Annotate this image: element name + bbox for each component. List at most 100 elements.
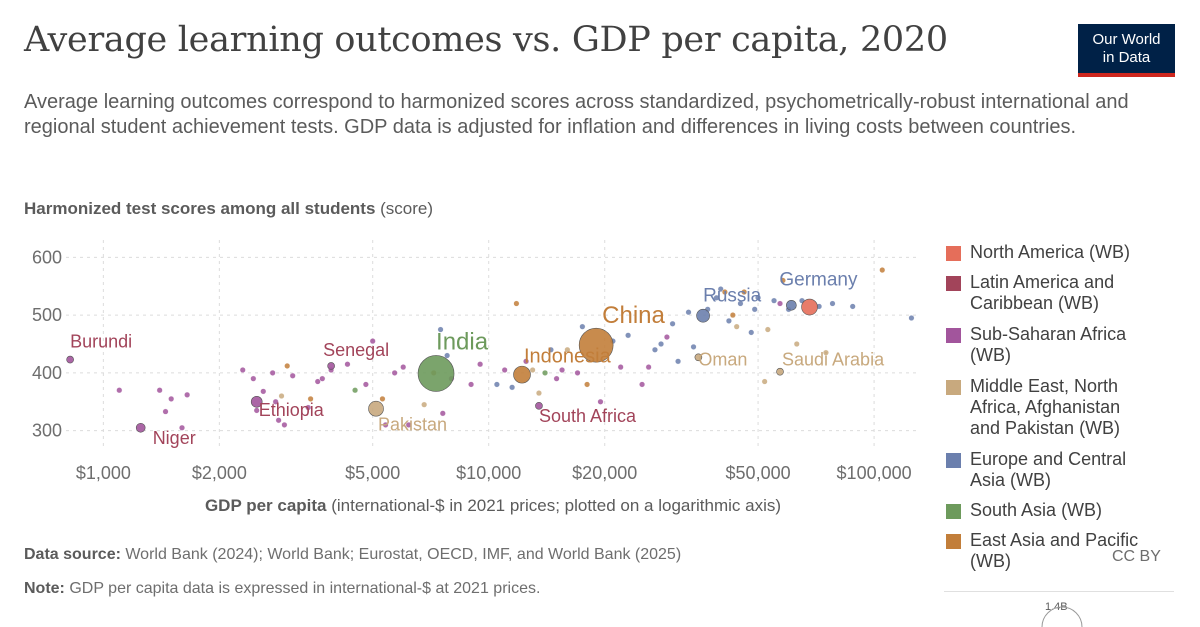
data-point-labeled [786, 299, 797, 311]
x-axis-label-unit: (international-$ in 2021 prices; plotted… [326, 496, 782, 515]
data-point [685, 309, 692, 316]
data-point [822, 349, 829, 356]
point-label: Germany [779, 269, 858, 290]
data-point [651, 346, 658, 353]
y-tick-label: 300 [32, 421, 62, 441]
data-point-labeled [535, 402, 543, 410]
data-point [284, 362, 291, 369]
x-tick-label: $5,000 [345, 463, 400, 483]
data-point [755, 294, 762, 301]
data-point [535, 390, 542, 397]
y-axis-label-bold: Harmonized test scores among all student… [24, 199, 376, 218]
x-tick-label: $1,000 [76, 463, 131, 483]
data-point [275, 417, 282, 424]
data-point [250, 375, 257, 382]
data-point [779, 277, 786, 284]
legend-swatch [946, 380, 961, 395]
y-tick-label: 600 [32, 247, 62, 267]
data-point [663, 334, 670, 341]
data-point [908, 315, 915, 322]
data-point [523, 358, 530, 365]
point-label: India [436, 328, 489, 355]
data-point [564, 346, 571, 353]
data-point [382, 421, 389, 428]
legend-label: Sub-Saharan Africa (WB) [970, 324, 1127, 365]
data-point [574, 369, 581, 376]
axis-ticks: 300 400 500 600 $1,000 $2,000 $5,000 $10,000 $20… [32, 247, 912, 483]
grid-lines [66, 240, 918, 448]
point-label: Senegal [323, 340, 389, 360]
legend-label: East Asia and Pacific (WB) [970, 530, 1139, 571]
data-point [733, 323, 740, 330]
data-point [305, 404, 312, 411]
data-point [542, 369, 549, 376]
point-label: Ethiopia [259, 400, 325, 420]
x-tick-label: $50,000 [726, 463, 791, 483]
x-axis-label: GDP per capita (international-$ in 2021 … [0, 496, 986, 516]
data-point [879, 267, 886, 274]
data-points[interactable] [116, 267, 915, 431]
data-point [369, 338, 376, 345]
note-label: Note: [24, 580, 65, 597]
data-point [468, 381, 475, 388]
data-point [281, 421, 288, 428]
legend-swatch [946, 328, 961, 343]
legend-swatch [946, 534, 961, 549]
data-point [748, 329, 755, 336]
legend-swatch [946, 504, 961, 519]
data-point-labeled [513, 365, 531, 384]
data-point [260, 388, 267, 395]
data-point [658, 341, 665, 348]
data-point [421, 401, 428, 408]
x-tick-label: $20,000 [572, 463, 637, 483]
data-point [764, 326, 771, 333]
data-point [559, 367, 566, 374]
data-source-label: Data source: [24, 546, 121, 563]
x-tick-label: $2,000 [192, 463, 247, 483]
legend-swatch [946, 276, 961, 291]
data-point [729, 312, 736, 319]
legend-label: Latin America and Caribbean (WB) [970, 272, 1115, 313]
chart-title: Average learning outcomes vs. GDP per ca… [24, 20, 948, 60]
owid-logo[interactable]: Our World in Data [1078, 24, 1175, 77]
data-point [751, 306, 758, 313]
data-point-labeled [66, 355, 74, 364]
data-point [761, 378, 768, 385]
legend-swatch [946, 453, 961, 468]
data-point [379, 395, 386, 402]
y-tick-label: 400 [32, 363, 62, 383]
data-point [179, 424, 186, 431]
license-link[interactable]: CC BY [1112, 548, 1161, 565]
data-point [156, 387, 163, 394]
data-point [307, 395, 314, 402]
data-point [319, 375, 326, 382]
legend-label: North America (WB) [970, 242, 1131, 262]
y-tick-label: 500 [32, 305, 62, 325]
data-point [741, 289, 748, 296]
data-point-labeled [694, 353, 703, 362]
data-point [713, 294, 720, 301]
data-point [777, 300, 784, 307]
data-point-labeled [417, 355, 455, 392]
data-point [352, 387, 359, 394]
data-point [272, 398, 279, 405]
legend-swatch [946, 246, 961, 261]
data-point-labeled [250, 395, 263, 408]
point-label: Oman [698, 349, 747, 369]
labeled-data-points[interactable] [66, 298, 818, 433]
data-point [405, 421, 412, 428]
data-point [639, 381, 646, 388]
note-text: GDP per capita data is expressed in inte… [64, 580, 541, 597]
point-label: Indonesia [524, 346, 612, 368]
x-axis-label-bold: GDP per capita [204, 496, 327, 515]
data-point [771, 297, 778, 304]
data-point [579, 323, 586, 330]
data-point [509, 384, 516, 391]
point-label: South Africa [539, 406, 637, 426]
point-label: Burundi [70, 332, 132, 352]
logo-accent-bar [1078, 73, 1175, 77]
data-point [675, 358, 682, 365]
data-point [168, 395, 175, 402]
chart-note: Note: GDP per capita data is expressed i… [24, 580, 540, 598]
